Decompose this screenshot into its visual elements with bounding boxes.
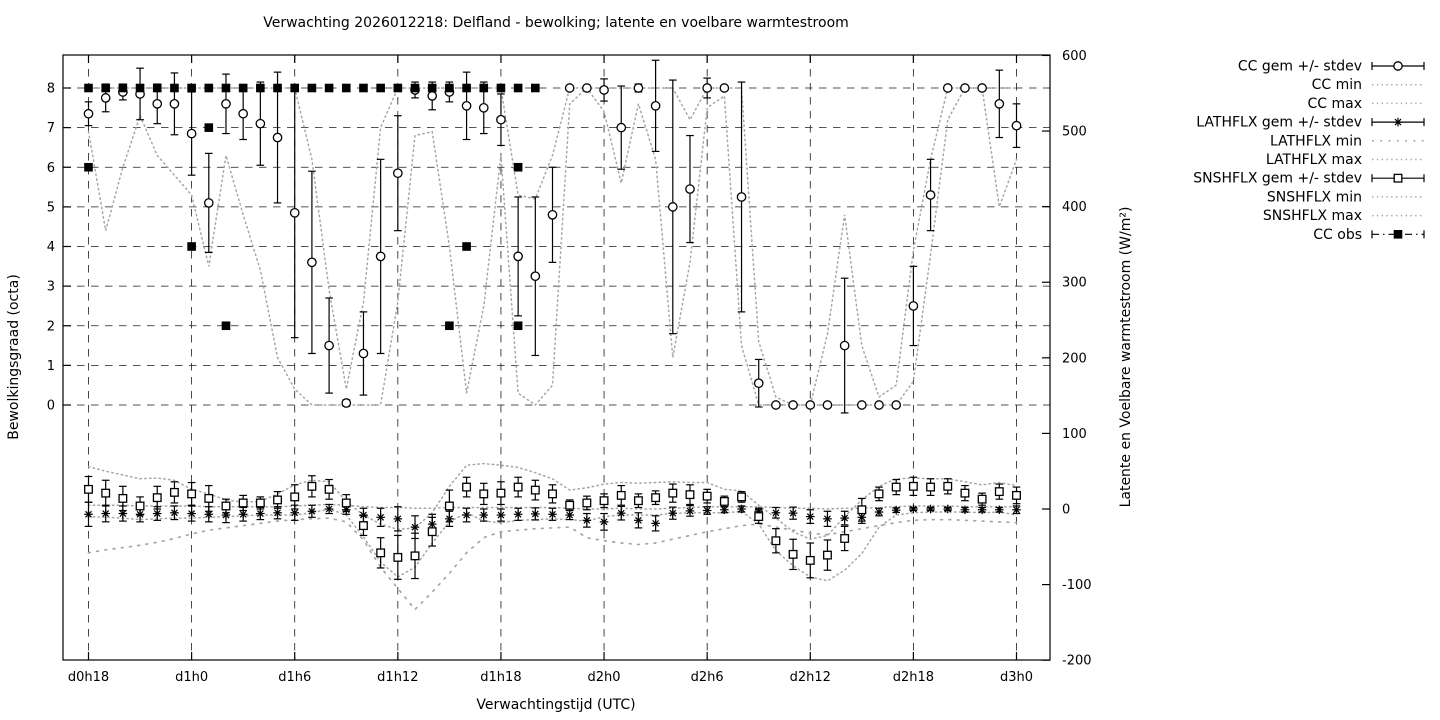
legend-label: SNSHFLX min <box>1267 189 1362 205</box>
svg-text:600: 600 <box>1062 49 1087 64</box>
svg-text:d2h18: d2h18 <box>893 670 934 685</box>
legend-item-snshflx-gem-stdev: SNSHFLX gem +/- stdev <box>1193 171 1425 187</box>
legend-label: LATHFLX gem +/- stdev <box>1196 115 1362 131</box>
legend-item-cc-gem-stdev: CC gem +/- stdev <box>1238 59 1425 75</box>
svg-text:0: 0 <box>47 399 55 414</box>
svg-text:d1h0: d1h0 <box>175 670 208 685</box>
svg-text:-200: -200 <box>1062 654 1092 669</box>
legend-item-cc-max: CC max <box>1307 96 1424 112</box>
legend-label: CC gem +/- stdev <box>1238 59 1362 75</box>
svg-text:d2h6: d2h6 <box>691 670 724 685</box>
legend-label: LATHFLX min <box>1270 133 1362 149</box>
svg-text:200: 200 <box>1062 351 1087 366</box>
svg-text:300: 300 <box>1062 276 1087 291</box>
cc-obs-points <box>84 83 540 331</box>
grid-lines <box>63 55 1050 660</box>
legend-item-cc-obs: CC obs <box>1313 227 1425 243</box>
svg-text:5: 5 <box>47 200 55 215</box>
svg-text:d2h12: d2h12 <box>790 670 831 685</box>
svg-text:400: 400 <box>1062 200 1087 215</box>
svg-text:7: 7 <box>47 121 55 136</box>
tick-labels: 0 1 2 3 4 5 6 7 8 -200 -100 0 100 200 300 400 500 600 d0h1… <box>47 49 1092 685</box>
svg-text:-100: -100 <box>1062 578 1092 593</box>
plot-border-and-ticks <box>62 54 1051 661</box>
legend-label: CC max <box>1307 96 1362 112</box>
svg-text:4: 4 <box>47 240 55 255</box>
errorbar-series <box>83 59 1022 580</box>
x-axis-label: Verwachtingstijd (UTC) <box>476 697 635 713</box>
min-max-envelope-lines <box>87 86 1018 611</box>
svg-text:d1h12: d1h12 <box>377 670 418 685</box>
legend-item-cc-min: CC min <box>1312 77 1424 93</box>
right-y-axis-label: Latente en Voelbare warmtestroom (W/m²) <box>1118 207 1134 508</box>
svg-text:8: 8 <box>47 82 55 97</box>
svg-text:d1h18: d1h18 <box>480 670 521 685</box>
legend: CC gem +/- stdev CC min CC max LATHFLX gem … <box>1193 59 1425 243</box>
svg-text:3: 3 <box>47 280 55 295</box>
svg-text:d3h0: d3h0 <box>1000 670 1033 685</box>
svg-text:d1h6: d1h6 <box>278 670 311 685</box>
legend-label: CC min <box>1312 77 1362 93</box>
legend-item-lathflx-min: LATHFLX min <box>1270 133 1424 149</box>
legend-label: LATHFLX max <box>1266 152 1362 168</box>
legend-label: SNSHFLX max <box>1263 208 1362 224</box>
svg-text:100: 100 <box>1062 427 1087 442</box>
legend-item-lathflx-gem-stdev: LATHFLX gem +/- stdev <box>1196 115 1425 131</box>
svg-text:d0h18: d0h18 <box>68 670 109 685</box>
legend-item-snshflx-max: SNSHFLX max <box>1263 208 1424 224</box>
svg-text:2: 2 <box>47 319 55 334</box>
legend-label: CC obs <box>1313 227 1362 243</box>
legend-label: SNSHFLX gem +/- stdev <box>1193 171 1362 187</box>
svg-text:6: 6 <box>47 161 55 176</box>
legend-item-snshflx-min: SNSHFLX min <box>1267 189 1424 205</box>
left-y-axis-label: Bewolkingsgraad (octa) <box>6 274 22 440</box>
legend-item-lathflx-max: LATHFLX max <box>1266 152 1424 168</box>
svg-text:1: 1 <box>47 359 55 374</box>
svg-text:0: 0 <box>1062 503 1070 518</box>
svg-text:500: 500 <box>1062 125 1087 140</box>
chart-title: Verwachting 2026012218: Delfland - bewol… <box>263 15 849 31</box>
svg-text:d2h0: d2h0 <box>588 670 621 685</box>
